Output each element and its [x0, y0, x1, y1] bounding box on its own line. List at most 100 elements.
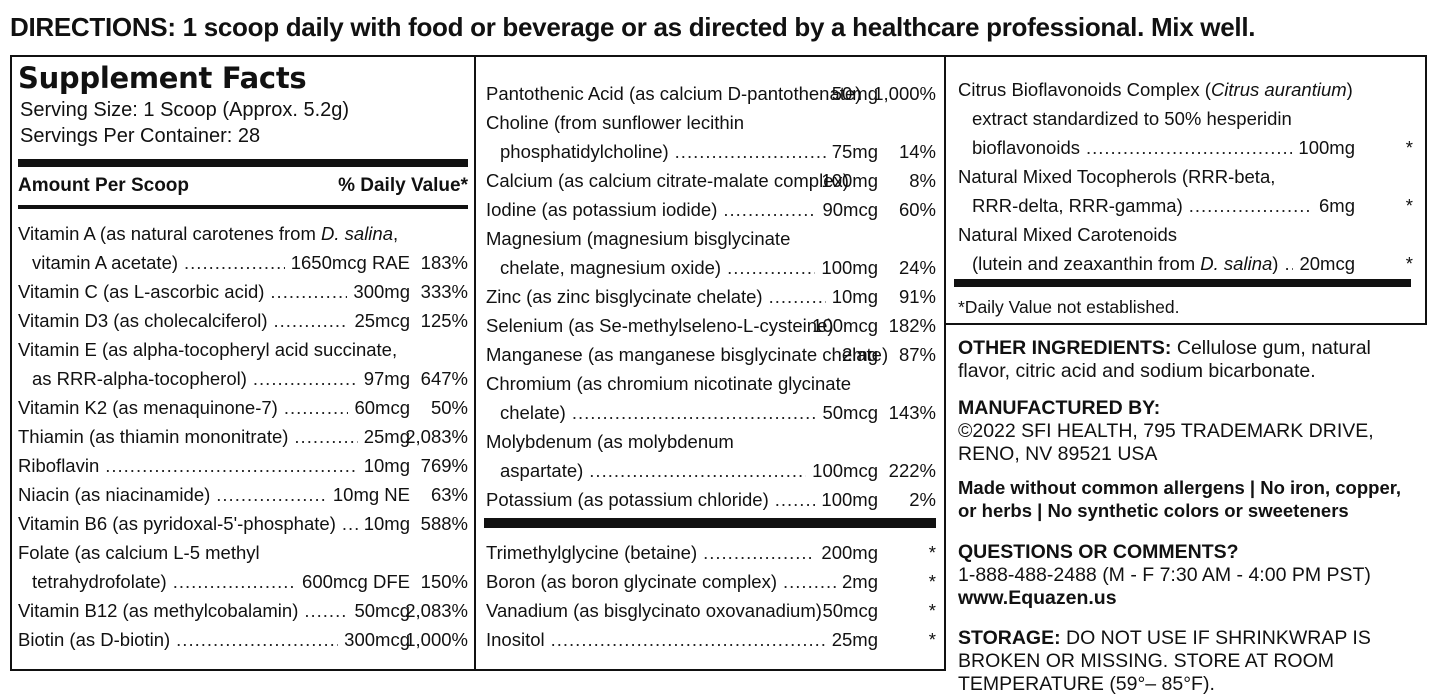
daily-value: 63% [430, 484, 468, 505]
daily-value: * [928, 542, 936, 563]
leader-dots: ........................................… [550, 629, 826, 650]
daily-value: 87% [898, 344, 936, 365]
facts-panel-1: Supplement Facts Serving Size: 1 Scoop (… [10, 55, 476, 671]
leader-dots: ........................................… [176, 629, 338, 650]
medium-divider [18, 205, 468, 209]
nutrient-row: Natural Mixed Tocopherols (RRR-beta, [958, 162, 1413, 191]
leader-dots: ........................................… [727, 257, 816, 278]
supplement-facts-title: Supplement Facts [18, 61, 307, 95]
dv-header: % Daily Value* [338, 175, 468, 196]
daily-value: 588% [420, 513, 468, 534]
other-ingredients: OTHER INGREDIENTS: Cellulose gum, natura… [958, 337, 1428, 383]
leader-dots: ........................................… [283, 397, 349, 418]
nutrient-name: Manganese (as manganese bisglycinate che… [486, 344, 889, 365]
storage-text: DO NOT USE IF SHRINKWRAP IS BROKEN OR MI… [958, 627, 1371, 695]
nutrient-row: Thiamin (as thiamin mononitrate)........… [18, 422, 468, 451]
nutrient-row: aspartate)..............................… [486, 456, 936, 485]
daily-value: * [1405, 253, 1413, 274]
nutrient-name: Vitamin B12 (as methylcobalamin) [18, 600, 299, 621]
nutrient-amount: 300mcg [344, 629, 410, 650]
nutrient-amount: 1650mcg RAE [290, 252, 410, 273]
daily-value: 2,083% [405, 600, 468, 621]
daily-value: 24% [898, 257, 936, 278]
daily-value: 150% [420, 571, 468, 592]
nutrient-row: Choline (from sunflower lecithin [486, 108, 936, 137]
leader-dots: ........................................… [774, 489, 816, 510]
nutrient-row: Chromium (as chromium nicotinate glycina… [486, 369, 936, 398]
nutrient-amount: 50mcg [354, 600, 410, 621]
nutrient-amount: 2mg [842, 344, 878, 365]
nutrient-row: Trimethylglycine (betaine)..............… [486, 538, 936, 567]
nutrient-name: Thiamin (as thiamin mononitrate) [18, 426, 289, 447]
nutrient-name: as RRR-alpha-tocopherol) [32, 368, 247, 389]
nutrient-name: Folate (as calcium L-5 methyl [18, 542, 260, 563]
nutrient-row: Selenium (as Se-methylseleno-L-cysteine)… [486, 311, 936, 340]
daily-value: 2,083% [405, 426, 468, 447]
thick-divider-3 [954, 279, 1411, 287]
leader-dots: ........................................… [252, 368, 358, 389]
daily-value: * [928, 600, 936, 621]
leader-dots: ........................................… [341, 513, 358, 534]
storage-label: STORAGE: [958, 627, 1061, 649]
nutrient-row: Potassium (as potassium chloride).......… [486, 485, 936, 514]
nutrient-name: chelate, magnesium oxide) [500, 257, 722, 278]
leader-dots: ........................................… [1188, 195, 1313, 216]
nutrient-amount: 10mg [831, 286, 878, 307]
daily-value: 91% [898, 286, 936, 307]
nutrient-name: chelate) [500, 402, 566, 423]
daily-value: 769% [420, 455, 468, 476]
nutrient-row: bioflavonoids...........................… [958, 133, 1413, 162]
nutrient-row: vitamin A acetate)......................… [18, 248, 468, 277]
daily-value: 1,000% [873, 83, 936, 104]
daily-value: * [928, 571, 936, 592]
nutrient-row: Citrus Bioflavonoids Complex (Citrus aur… [958, 75, 1413, 104]
manufacturer-line1: ©2022 SFI HEALTH, 795 TRADEMARK DRIVE, [958, 420, 1374, 442]
nutrient-amount: 100mg [1298, 137, 1355, 158]
nutrient-row: extract standardized to 50% hesperidin [958, 104, 1413, 133]
nutrient-row: Vitamin C (as L-ascorbic acid)..........… [18, 277, 468, 306]
nutrient-name: Iodine (as potassium iodide) [486, 199, 718, 220]
nutrient-name: Riboflavin [18, 455, 100, 476]
leader-dots: ........................................… [294, 426, 357, 447]
nutrient-name: extract standardized to 50% hesperidin [972, 108, 1292, 129]
storage-block: STORAGE: DO NOT USE IF SHRINKWRAP IS BRO… [958, 627, 1428, 696]
nutrient-amount: 75mg [831, 141, 878, 162]
leader-dots: ........................................… [105, 455, 357, 476]
nutrient-row: Inositol................................… [486, 625, 936, 654]
nutrient-row: phosphatidylcholine)....................… [486, 137, 936, 166]
nutrient-row: Biotin (as D-biotin)....................… [18, 625, 468, 654]
website-link[interactable]: www.Equazen.us [958, 587, 1117, 609]
nutrient-name: Choline (from sunflower lecithin [486, 112, 745, 133]
leader-dots: ........................................… [184, 252, 285, 273]
nutrient-name: RRR-delta, RRR-gamma) [972, 195, 1183, 216]
nutrient-amount: 10mg [363, 513, 410, 534]
other-ingredients-label: OTHER INGREDIENTS: [958, 337, 1172, 359]
nutrient-amount: 100mg [821, 170, 878, 191]
nutrient-name: Potassium (as potassium chloride) [486, 489, 769, 510]
nutrient-amount: 50mcg [822, 600, 878, 621]
leader-dots: ........................................… [674, 141, 826, 162]
nutrient-amount: 90mcg [822, 199, 878, 220]
nutrient-amount: 2mg [842, 571, 878, 592]
nutrient-amount: 50mg [831, 83, 878, 104]
leader-dots: ........................................… [1284, 253, 1293, 274]
phone-text: 1-888-488-2488 (M - F 7:30 AM - 4:00 PM … [958, 564, 1371, 586]
nutrient-name: Trimethylglycine (betaine) [486, 542, 698, 563]
leader-dots: ........................................… [703, 542, 815, 563]
nutrient-row: Molybdenum (as molybdenum [486, 427, 936, 456]
nutrient-name: Chromium (as chromium nicotinate glycina… [486, 373, 851, 394]
leader-dots: ........................................… [1086, 137, 1292, 158]
nutrient-row: chelate, magnesium oxide)...............… [486, 253, 936, 282]
daily-value: 1,000% [405, 629, 468, 650]
leader-dots: ........................................… [172, 571, 296, 592]
nutrient-name: Vitamin E (as alpha-tocopheryl acid succ… [18, 339, 398, 360]
leader-dots: ........................................… [571, 402, 817, 423]
nutrient-name: Citrus Bioflavonoids Complex (Citrus aur… [958, 79, 1353, 100]
nutrient-row: Vitamin B12 (as methylcobalamin)........… [18, 596, 468, 625]
nutrient-name: Magnesium (magnesium bisglycinate [486, 228, 791, 249]
daily-value: 125% [420, 310, 468, 331]
daily-value: 222% [888, 460, 936, 481]
nutrient-name: Pantothenic Acid (as calcium D-pantothen… [486, 83, 862, 104]
leader-dots: ........................................… [273, 310, 349, 331]
nutrient-row: Niacin (as niacinamide).................… [18, 480, 468, 509]
